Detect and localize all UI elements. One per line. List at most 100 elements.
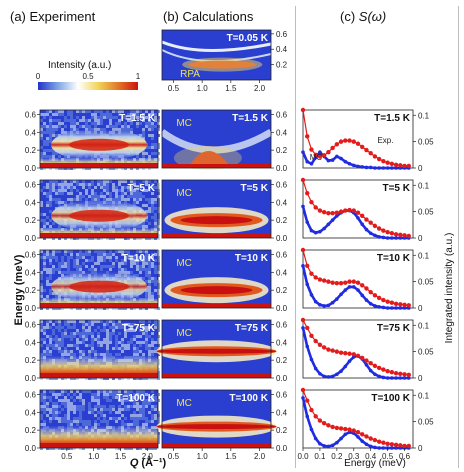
heatmap-cell [64,192,67,195]
heatmap-cell [58,326,61,329]
heatmap-cell [76,307,79,310]
heatmap-cell [76,128,79,131]
heatmap-cell [145,292,148,295]
heatmap-cell [49,140,52,143]
heatmap-cell [55,295,58,298]
temperature-label: T=10 K [377,253,411,264]
heatmap-cell [142,329,145,332]
experiment-point [317,418,323,423]
heatmap-cell [109,268,112,271]
heatmap-cell [151,283,154,286]
heatmap-cell [82,186,85,189]
heatmap-cell [76,259,79,262]
heatmap-cell [85,390,88,393]
heatmap-cell [127,405,130,408]
heatmap-cell [103,198,106,201]
heatmap-cell [67,323,70,326]
heatmap-cell [109,253,112,256]
heatmap-cell [52,323,55,326]
experiment-point [381,367,386,372]
heatmap-cell [154,320,157,323]
heatmap-cell [70,183,73,186]
mc-band-core [156,348,277,354]
heatmap-cell [52,417,55,420]
heatmap-cell [64,405,67,408]
experiment-point [355,210,361,215]
heatmap-cell [157,307,160,310]
heatmap-cell [49,137,52,140]
heatmap-cell [88,125,91,128]
heatmap-cell [94,268,97,271]
heatmap-cell [61,265,64,268]
heatmap-cell [148,201,151,204]
heatmap-cell [58,350,61,353]
heatmap-cell [49,149,52,152]
heatmap-cell [91,186,94,189]
y-tick-label: 0 [418,304,423,313]
heatmap-cell [43,402,46,405]
heatmap-cell [46,155,49,158]
heatmap-cell [85,198,88,201]
heatmap-cell [115,186,118,189]
y-tick-label: 0.2 [25,356,37,365]
y-tick-label: 0.0 [276,444,288,453]
heatmap-cell [85,402,88,405]
experiment-point [364,358,369,363]
mc-point [322,444,326,448]
heatmap-cell [55,201,58,204]
heatmap-cell [157,225,160,228]
temperature-label: T=5 K [127,183,155,194]
experiment-point [334,142,340,147]
heatmap-cell [121,341,124,344]
heatmap-cell [94,183,97,186]
heatmap-cell [43,329,46,332]
heatmap-cell [157,110,160,113]
panel-frame [39,179,159,239]
experiment-panel: T=75 K0.00.20.40.6 [25,319,160,383]
heatmap-cell [67,256,70,259]
heatmap-cell [55,189,58,192]
mc-point [394,376,398,380]
heatmap-cell [148,423,151,426]
heatmap-cell [103,414,106,417]
heatmap-cell [109,113,112,116]
heatmap-cell [100,167,103,170]
heatmap-cell [130,167,133,170]
heatmap-cell [97,250,100,253]
mc-point [381,446,386,450]
y-tick-label: 0.1 [418,391,430,400]
experiment-point [389,231,395,236]
heatmap-cell [100,417,103,420]
mc-point [301,396,305,400]
heatmap-cell [115,326,118,329]
heatmap-cell [64,390,67,393]
heatmap-cell [43,149,46,152]
heatmap-cell [46,143,49,146]
heatmap-cell [61,399,64,402]
heatmap-cell [43,295,46,298]
heatmap-cell [70,198,73,201]
heatmap-cell [130,414,133,417]
experiment-point [351,139,356,144]
heatmap-cell [154,414,157,417]
heatmap-cell [52,377,55,380]
heatmap-cell [139,250,142,253]
elastic-line [40,163,158,168]
heatmap-cell [157,289,160,292]
heatmap-cell [157,125,160,128]
temperature-label: T=100 K [116,393,155,404]
heatmap-cell [85,192,88,195]
experiment-point [360,283,365,288]
heatmap-cell [82,338,85,341]
heatmap-cell [157,143,160,146]
heatmap-cell [154,143,157,146]
rpa-branch [161,40,272,53]
mc-floor [162,164,271,168]
heatmap-cell [46,216,49,219]
experiment-point [317,277,323,282]
heatmap-cell [58,113,61,116]
heatmap-cell [103,265,106,268]
experiment-point [393,162,399,168]
heatmap-cell [40,274,43,277]
heatmap-cell [70,201,73,204]
